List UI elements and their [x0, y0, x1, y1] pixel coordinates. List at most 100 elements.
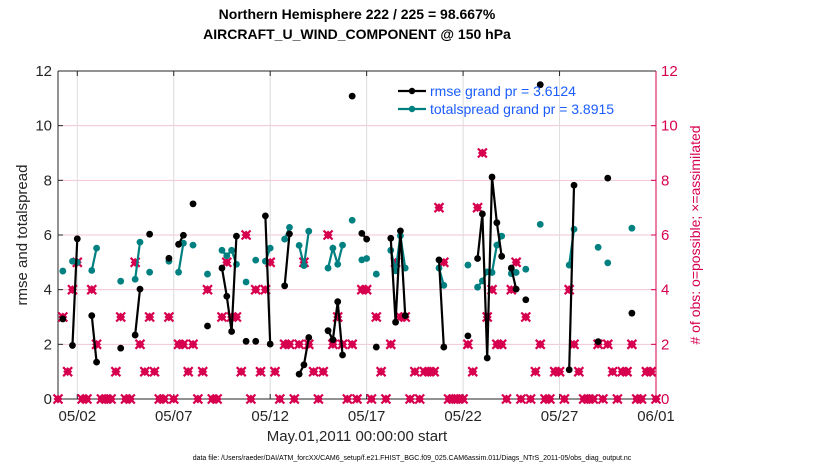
- totalspread-point: [348, 216, 356, 224]
- obs-assimilated-marker: [602, 339, 614, 350]
- obs-assimilated-marker: [588, 393, 599, 405]
- obs-assimilated-marker: [269, 366, 281, 377]
- rmse-line-segment: [264, 215, 272, 345]
- obs-assimilated-marker: [81, 393, 93, 405]
- rmse-point: [218, 264, 226, 272]
- totalspread-point: [223, 252, 231, 260]
- rmse-point: [512, 285, 520, 293]
- rmse-point: [69, 342, 76, 349]
- obs-assimilated-marker: [235, 366, 247, 377]
- y-right-tick-label: 6: [661, 227, 669, 244]
- rmse-point: [507, 264, 515, 272]
- y-tick-label: 12: [35, 63, 52, 80]
- obs-assimilated-marker: [322, 229, 334, 241]
- obs-assimilated-marker: [530, 366, 541, 377]
- rmse-point: [604, 174, 612, 182]
- legend-spread-marker: [408, 105, 416, 113]
- obs-assimilated-marker: [612, 393, 623, 405]
- obs-assimilated-marker: [293, 339, 305, 350]
- obs-assimilated-marker: [313, 393, 324, 405]
- rmse-point: [392, 318, 399, 326]
- y-right-tick-label: 2: [661, 336, 669, 353]
- totalspread-point: [266, 244, 274, 252]
- obs-assimilated-marker: [168, 393, 180, 405]
- rmse-point: [93, 358, 100, 366]
- rmse-point: [165, 254, 173, 262]
- chart-title-line1: Northern Hemisphere 222 / 225 = 98.667%: [219, 6, 496, 22]
- rmse-line-segment: [389, 230, 407, 323]
- obs-assimilated-marker: [636, 393, 647, 405]
- obs-assimilated-marker: [346, 339, 358, 350]
- totalspread-line-segment: [134, 241, 142, 280]
- totalspread-line-segment: [177, 243, 185, 273]
- obs-assimilated-marker: [525, 393, 536, 405]
- legend-rmse-marker: [408, 87, 416, 95]
- x-tick-label: 05/02: [59, 408, 97, 425]
- obs-assimilated-marker: [472, 202, 483, 213]
- obs-assimilated-marker: [650, 393, 662, 405]
- obs-assimilated-marker: [62, 366, 73, 377]
- obs-assimilated-marker: [134, 339, 146, 350]
- obs-assimilated-marker: [163, 311, 175, 323]
- x-tick-label: 05/22: [444, 408, 482, 425]
- rmse-line-segment: [283, 233, 291, 286]
- obs-assimilated-marker: [327, 339, 339, 350]
- y-tick-label: 2: [44, 336, 52, 353]
- x-tick-label: 05/12: [251, 408, 289, 425]
- totalspread-point: [628, 224, 636, 232]
- rmse-point: [179, 231, 187, 239]
- obs-assimilated-marker: [284, 339, 295, 350]
- rmse-point: [397, 227, 404, 235]
- x-tick-label: 06/01: [637, 408, 675, 425]
- obs-assimilated-marker: [245, 393, 257, 405]
- rmse-point: [204, 322, 211, 330]
- y-right-tick-label: 0: [661, 391, 669, 408]
- rmse-point: [295, 370, 303, 378]
- y-tick-label: 0: [44, 391, 52, 408]
- obs-assimilated-marker: [192, 393, 204, 405]
- x-tick-label: 05/17: [348, 408, 386, 425]
- obs-assimilated-marker: [380, 393, 392, 405]
- rmse-point: [488, 173, 496, 181]
- obs-assimilated-marker: [178, 339, 189, 350]
- legend-spread-label: totalspread grand pr = 3.8915: [430, 101, 614, 117]
- rmse-point: [483, 354, 491, 362]
- y-axis-label: rmse and totalspread: [14, 165, 31, 306]
- x-axis-label: May.01,2011 00:00:00 start: [267, 428, 448, 445]
- rmse-point: [305, 334, 313, 341]
- totalspread-point: [604, 259, 612, 267]
- totalspread-point: [131, 275, 139, 283]
- rmse-point: [594, 338, 602, 345]
- totalspread-point: [493, 241, 501, 249]
- obs-assimilated-marker: [467, 366, 479, 377]
- totalspread-point: [324, 264, 332, 272]
- rmse-line-segment: [71, 238, 79, 346]
- obs-assimilated-marker: [428, 366, 440, 377]
- obs-assimilated-marker: [573, 366, 585, 377]
- totalspread-point: [93, 244, 100, 252]
- totalspread-point: [228, 246, 236, 254]
- rmse-point: [117, 344, 125, 352]
- rmse-point: [175, 240, 182, 248]
- rmse-line-segment: [510, 267, 518, 290]
- rmse-point: [233, 232, 240, 240]
- rmse-point: [88, 312, 96, 320]
- y-tick-label: 4: [44, 282, 52, 299]
- rmse-point: [498, 252, 506, 260]
- obs-assimilated-marker: [115, 311, 126, 323]
- rmse-point: [329, 336, 337, 344]
- obs-assimilated-marker: [457, 393, 469, 405]
- obs-assimilated-marker: [534, 339, 546, 350]
- totalspread-point: [146, 268, 154, 276]
- obs-assimilated-marker: [86, 284, 98, 295]
- obs-assimilated-marker: [250, 284, 262, 295]
- y-tick-label: 10: [35, 118, 52, 135]
- obs-assimilated-marker: [433, 202, 445, 213]
- y-right-tick-label: 8: [661, 172, 669, 189]
- x-tick-label: 05/27: [541, 408, 579, 425]
- rmse-line-segment: [220, 236, 238, 332]
- totalspread-point: [372, 270, 380, 278]
- rmse-line-segment: [327, 301, 344, 356]
- obs-assimilated-marker: [197, 366, 208, 377]
- rmse-point: [242, 337, 250, 345]
